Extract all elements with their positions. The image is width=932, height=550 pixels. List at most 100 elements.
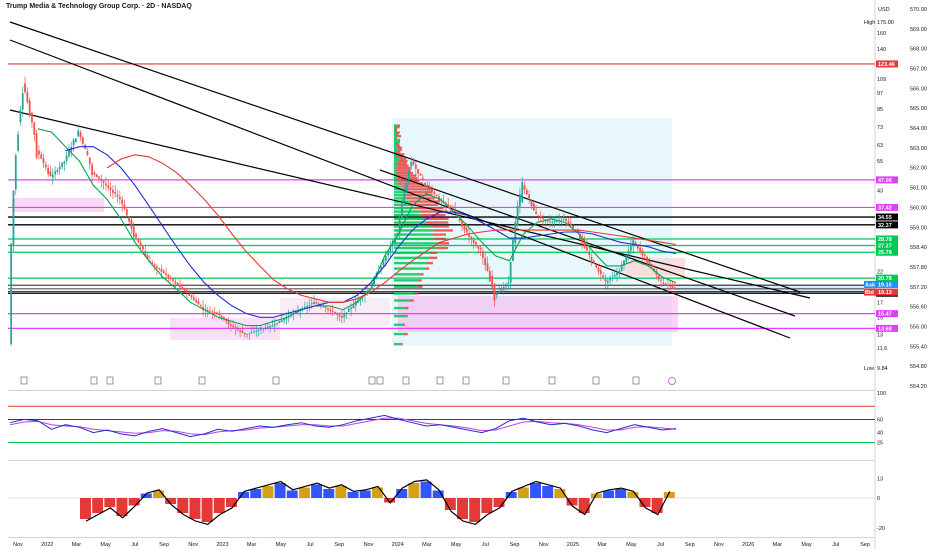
candle-body (491, 276, 493, 288)
candle-body (10, 244, 12, 345)
oscillator-tick-label: 0 (877, 496, 880, 502)
candle-body (59, 167, 61, 170)
candle-body (15, 155, 17, 189)
candle-body (561, 220, 563, 221)
candle-body (156, 266, 158, 268)
candle-body (612, 277, 614, 278)
price-tick-label: 73 (877, 125, 883, 131)
earnings-marker (503, 377, 509, 384)
profile-bar (415, 292, 419, 294)
candle-body (639, 248, 641, 252)
secondary-tick-label: 557.20 (910, 285, 927, 291)
profile-bar (394, 149, 398, 151)
profile-bar (400, 158, 406, 160)
candle-body (521, 182, 523, 202)
price-tag-label: 27.27 (878, 243, 892, 249)
candle-body (96, 174, 98, 177)
secondary-tick-label: 568.00 (910, 47, 927, 53)
price-tag-label: 32.37 (878, 223, 892, 229)
candle-body (193, 298, 195, 300)
candle-body (216, 312, 218, 313)
secondary-tick-label: 554.80 (910, 364, 927, 370)
histogram-bar (360, 491, 371, 499)
candle-body (662, 283, 664, 284)
candle-body (255, 331, 257, 332)
candle-body (616, 273, 618, 275)
profile-bar (394, 210, 419, 212)
candle-body (466, 228, 468, 233)
candle-body (336, 313, 338, 314)
histogram-bar (372, 488, 383, 499)
secondary-tick-label: 564.00 (910, 126, 927, 132)
candle-body (473, 240, 475, 243)
candle-body (117, 195, 119, 197)
profile-bar (394, 182, 398, 184)
candle-body (602, 275, 604, 276)
candle-body (195, 300, 197, 302)
candle-body (54, 171, 56, 174)
candle-body (258, 330, 260, 331)
candle-body (191, 295, 193, 297)
candle-body (595, 264, 597, 267)
candle-body (339, 315, 341, 317)
profile-bar (434, 238, 447, 240)
profile-bar (403, 324, 405, 326)
candle-body (637, 245, 639, 248)
candle-body (410, 162, 412, 166)
secondary-tick-label: 569.00 (910, 27, 927, 33)
candle-body (177, 283, 179, 285)
rsi-line (10, 418, 676, 435)
histogram-bar (408, 483, 419, 498)
histogram-bar (116, 498, 127, 516)
profile-bar (410, 299, 414, 301)
candle-body (480, 248, 482, 250)
x-tick-label: 2023 (216, 542, 228, 548)
candle-body (651, 264, 653, 267)
profile-bar (402, 343, 403, 345)
candle-body (43, 158, 45, 163)
secondary-tick-label: 570.00 (910, 7, 927, 13)
candle-body (535, 212, 537, 214)
profile-bar (394, 299, 410, 301)
candle-body (107, 185, 109, 187)
low-label: Low (864, 366, 874, 372)
secondary-tick-label: 556.00 (910, 324, 927, 330)
candle-body (165, 273, 167, 275)
candle-body (274, 324, 276, 325)
candle-body (114, 192, 116, 194)
candle-body (482, 251, 484, 258)
candle-body (218, 313, 220, 315)
candle-body (514, 222, 516, 243)
price-tick-label: 160 (877, 31, 886, 37)
candle-body (570, 224, 572, 226)
candle-body (98, 176, 100, 178)
price-tick-label: 85 (877, 107, 883, 113)
profile-bar (394, 194, 404, 196)
x-tick-label: May (626, 542, 637, 548)
secondary-tick-label: 559.00 (910, 225, 927, 231)
high-label: High (864, 20, 875, 26)
candle-body (248, 333, 250, 334)
profile-bar (394, 292, 415, 294)
candle-body (665, 284, 667, 285)
candle-body (531, 201, 533, 206)
x-tick-label: Sep (159, 542, 169, 548)
price-tag-label: 47.06 (878, 178, 892, 184)
profile-bar (437, 247, 448, 249)
candle-body (40, 154, 42, 158)
secondary-tick-label: 558.40 (910, 245, 927, 251)
histogram-bar (323, 489, 334, 498)
histogram-bar (80, 498, 91, 519)
candle-body (128, 217, 130, 221)
x-tick-label: Nov (539, 542, 549, 548)
candle-body (73, 140, 75, 146)
candle-body (341, 316, 343, 318)
candle-body (137, 238, 139, 242)
profile-bar (398, 149, 402, 151)
candle-body (214, 312, 216, 313)
profile-bar (399, 160, 408, 162)
rsi-tick-label: 25 (877, 441, 883, 447)
candle-body (667, 285, 669, 286)
candle-body (420, 174, 422, 176)
